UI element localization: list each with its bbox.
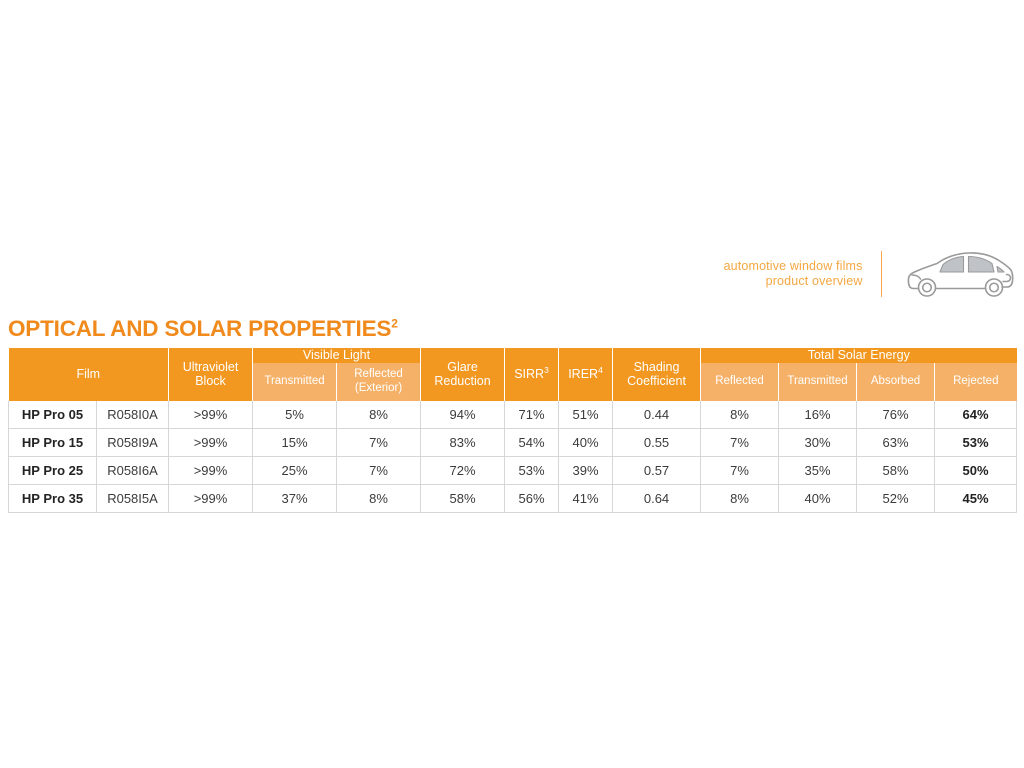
brand-tagline-line2: product overview bbox=[765, 274, 863, 288]
cell-tse-rejected: 53% bbox=[934, 428, 1018, 457]
cell-film-name: HP Pro 35 bbox=[8, 484, 97, 513]
th-sirr: SIRR3 bbox=[504, 348, 560, 401]
cell-uv-block: >99% bbox=[168, 456, 254, 485]
cell-vl-transmitted: 15% bbox=[252, 428, 338, 457]
th-tse-rejected: Rejected bbox=[934, 362, 1017, 401]
cell-film-name: HP Pro 25 bbox=[8, 456, 97, 485]
th-ultraviolet-block: Ultraviolet Block bbox=[168, 348, 254, 401]
cell-tse-reflected: 7% bbox=[700, 456, 780, 485]
cell-vl-transmitted: 37% bbox=[252, 484, 338, 513]
cell-glare-reduction: 94% bbox=[420, 400, 506, 429]
cell-film-code: R058I6A bbox=[96, 456, 170, 485]
th-tse-absorbed: Absorbed bbox=[856, 362, 936, 401]
cell-irer: 39% bbox=[558, 456, 614, 485]
cell-tse-reflected: 8% bbox=[700, 484, 780, 513]
cell-sirr: 71% bbox=[504, 400, 560, 429]
th-film: Film bbox=[8, 348, 170, 401]
cell-tse-absorbed: 58% bbox=[856, 456, 936, 485]
optical-solar-properties-table: Film Ultraviolet Block Visible Light Gla… bbox=[8, 348, 1018, 513]
cell-uv-block: >99% bbox=[168, 484, 254, 513]
th-vl-reflected-line1: Reflected bbox=[354, 368, 403, 380]
cell-vl-transmitted: 5% bbox=[252, 400, 338, 429]
th-vl-reflected-line2: (Exterior) bbox=[354, 381, 403, 394]
cell-shading-coefficient: 0.44 bbox=[612, 400, 702, 429]
cell-tse-transmitted: 30% bbox=[778, 428, 858, 457]
cell-sirr: 56% bbox=[504, 484, 560, 513]
cell-shading-coefficient: 0.64 bbox=[612, 484, 702, 513]
cell-tse-transmitted: 40% bbox=[778, 484, 858, 513]
cell-vl-reflected-ext: 7% bbox=[336, 456, 422, 485]
cell-film-code: R058I5A bbox=[96, 484, 170, 513]
table-row: HP Pro 05 R058I0A >99% 5% 8% 94% 71% 51%… bbox=[8, 400, 1018, 429]
cell-vl-reflected-ext: 7% bbox=[336, 428, 422, 457]
th-glare-reduction: Glare Reduction bbox=[420, 348, 506, 401]
cell-vl-reflected-ext: 8% bbox=[336, 484, 422, 513]
cell-film-code: R058I0A bbox=[96, 400, 170, 429]
cell-irer: 41% bbox=[558, 484, 614, 513]
cell-film-name: HP Pro 05 bbox=[8, 400, 97, 429]
cell-shading-coefficient: 0.57 bbox=[612, 456, 702, 485]
page-title-footnote: 2 bbox=[391, 316, 398, 331]
th-visible-light: Visible Light bbox=[252, 348, 422, 363]
brand-divider bbox=[880, 251, 882, 297]
cell-irer: 51% bbox=[558, 400, 614, 429]
cell-tse-rejected: 50% bbox=[934, 456, 1018, 485]
brand-tagline-line1: automotive window films bbox=[723, 258, 863, 273]
car-side-hatchback-icon bbox=[907, 252, 1014, 297]
th-tse-reflected: Reflected bbox=[700, 362, 780, 401]
cell-film-name: HP Pro 15 bbox=[8, 428, 97, 457]
cell-tse-absorbed: 76% bbox=[856, 400, 936, 429]
th-vl-transmitted: Transmitted bbox=[252, 362, 338, 401]
th-sirr-footnote: 3 bbox=[544, 364, 549, 375]
cell-uv-block: >99% bbox=[168, 428, 254, 457]
table-row: HP Pro 15 R058I9A >99% 15% 7% 83% 54% 40… bbox=[8, 428, 1018, 457]
cell-tse-reflected: 7% bbox=[700, 428, 780, 457]
page-title-text: OPTICAL AND SOLAR PROPERTIES bbox=[8, 316, 392, 341]
th-irer-label: IRER bbox=[568, 367, 599, 381]
th-total-solar-energy: Total Solar Energy bbox=[700, 348, 1017, 363]
cell-film-code: R058I9A bbox=[96, 428, 170, 457]
th-shading-coefficient: Shading Coefficient bbox=[612, 348, 702, 401]
cell-tse-absorbed: 63% bbox=[856, 428, 936, 457]
table-header-row-sub: Transmitted Reflected (Exterior) Reflect… bbox=[9, 362, 1017, 401]
cell-tse-rejected: 64% bbox=[934, 400, 1018, 429]
cell-vl-reflected-ext: 8% bbox=[336, 400, 422, 429]
cell-shading-coefficient: 0.55 bbox=[612, 428, 702, 457]
table-row: HP Pro 25 R058I6A >99% 25% 7% 72% 53% 39… bbox=[8, 456, 1018, 485]
cell-glare-reduction: 83% bbox=[420, 428, 506, 457]
th-vl-reflected-exterior: Reflected (Exterior) bbox=[336, 362, 422, 401]
cell-tse-transmitted: 35% bbox=[778, 456, 858, 485]
cell-tse-transmitted: 16% bbox=[778, 400, 858, 429]
cell-tse-rejected: 45% bbox=[934, 484, 1018, 513]
table-header-row-main: Film Ultraviolet Block Visible Light Gla… bbox=[8, 348, 1017, 401]
cell-glare-reduction: 58% bbox=[420, 484, 506, 513]
cell-sirr: 54% bbox=[504, 428, 560, 457]
page-title: OPTICAL AND SOLAR PROPERTIES2 bbox=[8, 316, 398, 342]
cell-vl-transmitted: 25% bbox=[252, 456, 338, 485]
th-irer-footnote: 4 bbox=[598, 364, 603, 375]
cell-tse-absorbed: 52% bbox=[856, 484, 936, 513]
brand-tagline: automotive window films product overview bbox=[724, 259, 881, 290]
cell-uv-block: >99% bbox=[168, 400, 254, 429]
table-row: HP Pro 35 R058I5A >99% 37% 8% 58% 56% 41… bbox=[8, 484, 1018, 513]
cell-tse-reflected: 8% bbox=[700, 400, 780, 429]
cell-glare-reduction: 72% bbox=[420, 456, 506, 485]
cell-irer: 40% bbox=[558, 428, 614, 457]
th-sirr-label: SIRR bbox=[514, 367, 545, 381]
th-irer: IRER4 bbox=[558, 348, 614, 401]
cell-sirr: 53% bbox=[504, 456, 560, 485]
brand-header: automotive window films product overview bbox=[0, 243, 1024, 305]
th-tse-transmitted: Transmitted bbox=[778, 362, 858, 401]
